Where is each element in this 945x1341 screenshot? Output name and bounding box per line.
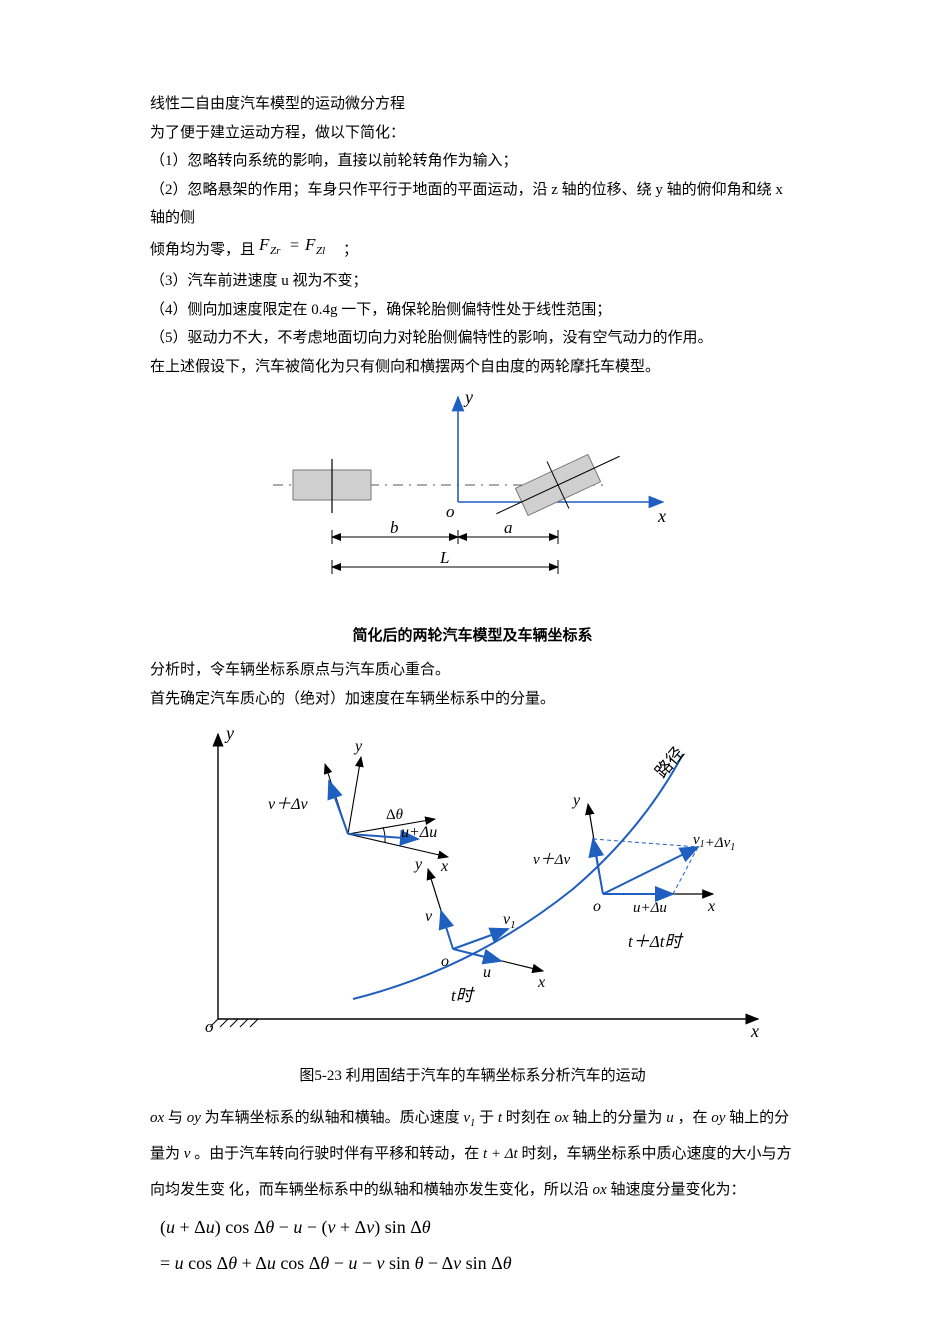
sym-t: t <box>498 1110 502 1126</box>
seg-11: 轴速度分量变化为： <box>610 1182 745 1198</box>
sym-ox-3: ox <box>593 1182 607 1198</box>
svg-text:v＋Δv: v＋Δv <box>533 852 570 868</box>
sym-ox-2: ox <box>555 1110 569 1126</box>
svg-text:y: y <box>353 738 363 755</box>
sym-ox: ox <box>150 1110 164 1126</box>
analysis-para: ox 与 oy 为车辆坐标系的纵轴和横轴。质心速度 v1 于 t 时刻在 ox … <box>150 1100 795 1208</box>
global-o-label: o <box>205 1017 214 1036</box>
frame-tdt: o x y u+Δu v＋Δv v1+Δv1 t＋Δt时 <box>533 792 735 951</box>
figure-2: y o x 路径 o x y u <box>150 719 795 1060</box>
after-fig1-b: 首先确定汽车质心的（绝对）加速度在车辆坐标系中的分量。 <box>150 685 795 714</box>
sym-u: u <box>666 1110 674 1126</box>
title-line: 线性二自由度汽车模型的运动微分方程 <box>150 90 795 119</box>
item-4: （4）侧向加速度限定在 0.4g 一下，确保轮胎侧偏特性处于线性范围； <box>150 296 795 325</box>
svg-text:Zl: Zl <box>316 245 325 257</box>
item-2b: 倾角均为零，且 F Zr = F Zl ； <box>150 233 795 268</box>
path-label: 路径 <box>651 743 687 781</box>
svg-text:Zr: Zr <box>270 245 281 257</box>
seg-4: 时刻在 <box>506 1110 551 1126</box>
seg-10: 化，而车辆坐标系中的纵轴和横轴亦发生变化，所以沿 <box>229 1182 589 1198</box>
axis-y-label: y <box>463 387 473 407</box>
frame-rotated: Δθ v＋Δv u+Δu x y <box>268 738 448 875</box>
figure-1-svg: y o x b a <box>258 387 688 607</box>
svg-text:t＋Δt时: t＋Δt时 <box>628 932 684 951</box>
equation-line-2: = u cos Δθ + Δu cos Δθ − u − v sin θ − Δ… <box>160 1246 795 1280</box>
figure-2-caption: 图5-23 利用固结于汽车的车辆坐标系分析汽车的运动 <box>150 1062 795 1091</box>
svg-text:F: F <box>304 235 316 254</box>
axis-x-label: x <box>657 506 666 526</box>
origin-label: o <box>446 502 455 521</box>
figure-1: y o x b a <box>150 387 795 618</box>
item-2b-post: ； <box>343 236 358 265</box>
dim-L-label: L <box>439 548 449 567</box>
svg-text:u+Δu: u+Δu <box>401 824 437 841</box>
item-2a: （2）忽略悬架的作用；车身只作平行于地面的平面运动，沿 z 轴的位移、绕 y 轴… <box>150 176 795 233</box>
seg-6: ，在 <box>677 1110 707 1126</box>
svg-text:v: v <box>425 908 433 925</box>
svg-text:t时: t时 <box>451 986 476 1005</box>
item-2b-pre: 倾角均为零，且 <box>150 236 255 265</box>
svg-text:x: x <box>707 898 715 915</box>
sym-oy: oy <box>187 1110 201 1126</box>
svg-text:Δθ: Δθ <box>386 807 404 823</box>
svg-text:x: x <box>440 858 448 875</box>
seg-8: 。由于汽车转向行驶时伴有平移和转动，在 <box>194 1146 479 1162</box>
seg-5: 轴上的分量为 <box>572 1110 662 1126</box>
svg-text:v1: v1 <box>503 911 516 931</box>
equation-line-1: (u + Δu) cos Δθ − u − (v + Δv) sin Δθ <box>160 1210 795 1244</box>
item-5: （5）驱动力不大，不考虑地面切向力对轮胎侧偏特性的影响，没有空气动力的作用。 <box>150 324 795 353</box>
sym-v: v <box>184 1146 191 1162</box>
svg-text:x: x <box>537 974 545 991</box>
frame-t: o x y u v v1 t时 <box>413 856 545 1005</box>
fzr-equation: F Zr = F Zl <box>259 233 339 268</box>
seg-2: 为车辆坐标系的纵轴和横轴。质心速度 <box>205 1110 460 1126</box>
seg-3: 于 <box>479 1110 494 1126</box>
item-6: 在上述假设下，汽车被简化为只有侧向和横摆两个自由度的两轮摩托车模型。 <box>150 353 795 382</box>
item-3: （3）汽车前进速度 u 视为不变； <box>150 267 795 296</box>
svg-text:y: y <box>413 856 423 873</box>
figure-2-svg: y o x 路径 o x y u <box>173 719 773 1049</box>
svg-text:o: o <box>593 898 601 915</box>
svg-text:=: = <box>289 237 300 254</box>
svg-text:y: y <box>571 792 581 809</box>
sym-v1: v1 <box>463 1110 475 1126</box>
global-x-label: x <box>750 1021 759 1041</box>
sym-tdt: t + Δt <box>483 1146 518 1162</box>
svg-text:F: F <box>259 235 270 254</box>
after-fig1-a: 分析时，令车辆坐标系原点与汽车质心重合。 <box>150 656 795 685</box>
intro-line: 为了便于建立运动方程，做以下简化： <box>150 119 795 148</box>
item-1: （1）忽略转向系统的影响，直接以前轮转角作为输入； <box>150 147 795 176</box>
svg-text:u+Δu: u+Δu <box>633 900 667 916</box>
svg-text:o: o <box>441 953 449 970</box>
svg-text:v＋Δv: v＋Δv <box>268 796 308 813</box>
svg-text:v1+Δv1: v1+Δv1 <box>693 832 735 853</box>
figure-1-caption: 简化后的两轮汽车模型及车辆坐标系 <box>150 622 795 651</box>
svg-text:u: u <box>483 964 491 981</box>
page: 线性二自由度汽车模型的运动微分方程 为了便于建立运动方程，做以下简化： （1）忽… <box>0 0 945 1341</box>
dim-a-label: a <box>504 518 513 537</box>
sym-oy-2: oy <box>711 1110 725 1126</box>
global-y-label: y <box>224 723 234 743</box>
dim-b-label: b <box>390 518 399 537</box>
seg-1: 与 <box>168 1110 183 1126</box>
